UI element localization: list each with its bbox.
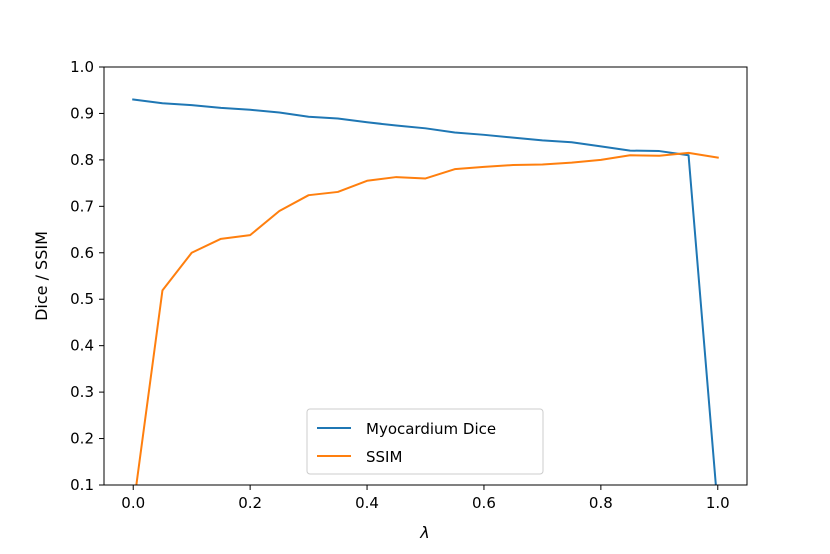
y-tick-label: 0.9 [70, 104, 94, 122]
legend-box [306, 408, 544, 475]
y-tick-label: 0.7 [70, 197, 94, 215]
legend: Myocardium Dice SSIM [306, 408, 544, 475]
series-layer [132, 98, 719, 485]
x-tick-label: 1.0 [706, 494, 730, 512]
y-tick-label: 0.3 [70, 383, 94, 401]
x-tick-label: 0.8 [589, 494, 613, 512]
plot-area-frame [103, 66, 748, 486]
y-tick-label: 0.1 [70, 476, 94, 494]
y-tick-label: 0.8 [70, 151, 94, 169]
y-tick-label: 0.6 [70, 244, 94, 262]
legend-label-ssim: SSIM [366, 448, 402, 466]
series-line-myocardium-dice [132, 98, 717, 485]
y-axis-label: Dice / SSIM [32, 231, 51, 321]
x-tick-label: 0.6 [472, 494, 496, 512]
x-axis: 0.0 0.2 0.4 0.6 0.8 1.0 [121, 485, 730, 512]
series-line-ssim [135, 151, 719, 485]
x-tick-label: 0.2 [238, 494, 262, 512]
x-axis-label: λ [419, 523, 429, 542]
y-tick-label: 0.2 [70, 430, 94, 448]
x-tick-label: 0.4 [355, 494, 379, 512]
y-tick-label: 0.5 [70, 290, 94, 308]
y-tick-label: 1.0 [70, 58, 94, 76]
legend-label-myocardium-dice: Myocardium Dice [366, 420, 496, 438]
y-tick-label: 0.4 [70, 337, 94, 355]
y-axis: 0.1 0.2 0.3 0.4 0.5 0.6 0.7 0.8 0.9 1.0 [70, 58, 104, 494]
x-tick-label: 0.0 [121, 494, 145, 512]
